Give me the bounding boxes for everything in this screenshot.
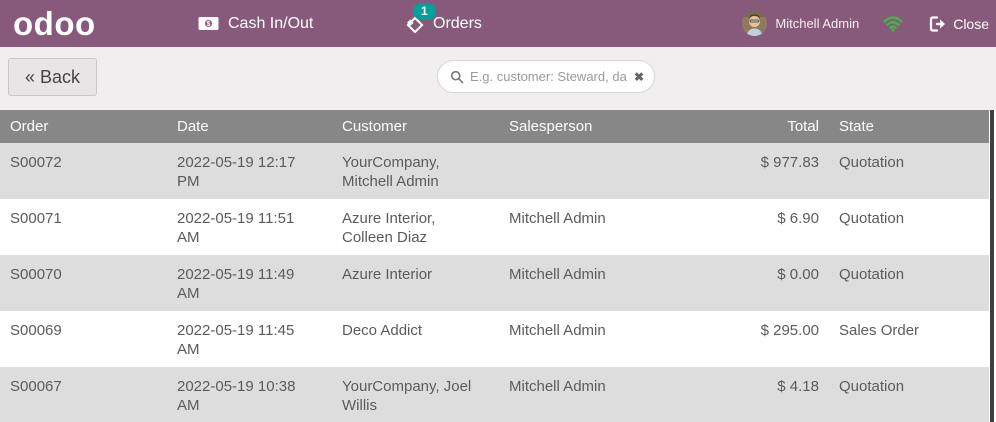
cash-in-out-button[interactable]: $ Cash In/Out: [198, 0, 313, 47]
order-customer: Azure Interior: [342, 266, 433, 283]
order-row[interactable]: S00069 2022-05-19 11:45 AM Deco Addict M…: [0, 311, 989, 367]
order-id: S00070: [10, 266, 62, 283]
user-menu[interactable]: Mitchell Admin: [742, 11, 859, 36]
orders-table-body: S00072 2022-05-19 12:17 PM YourCompany, …: [0, 143, 989, 422]
order-salesperson: Mitchell Admin: [509, 210, 606, 227]
clear-search-icon[interactable]: ✖: [633, 69, 644, 84]
order-id: S00067: [10, 378, 62, 395]
column-header-order: Order: [10, 118, 49, 135]
toolbar: « Back ✖: [0, 47, 996, 110]
orders-label: Orders: [433, 14, 482, 32]
order-row[interactable]: S00071 2022-05-19 11:51 AM Azure Interio…: [0, 199, 989, 255]
orders-table: Order Date Customer Salesperson Total St…: [0, 110, 989, 422]
order-state: Sales Order: [839, 322, 920, 339]
order-total: $ 6.90: [777, 210, 819, 227]
topbar-right: Mitchell Admin Close: [742, 0, 989, 47]
svg-text:$: $: [207, 21, 211, 28]
topbar: odoo $ Cash In/Out 1: [0, 0, 996, 47]
search-box[interactable]: ✖: [437, 60, 655, 93]
back-button[interactable]: « Back: [8, 58, 98, 96]
order-total: $ 0.00: [777, 266, 819, 283]
sign-out-icon: [929, 15, 946, 32]
order-customer: Azure Interior, Colleen Diaz: [342, 210, 436, 246]
column-header-total: Total: [787, 118, 819, 135]
money-icon: $: [198, 16, 219, 31]
column-header-date: Date: [177, 118, 209, 135]
odoo-logo: odoo: [13, 4, 96, 42]
column-header-state: State: [839, 118, 875, 135]
order-date: 2022-05-19 11:45 AM: [177, 322, 295, 358]
order-salesperson: Mitchell Admin: [509, 378, 606, 395]
order-row[interactable]: S00070 2022-05-19 11:49 AM Azure Interio…: [0, 255, 989, 311]
order-row[interactable]: S00072 2022-05-19 12:17 PM YourCompany, …: [0, 143, 989, 199]
order-date: 2022-05-19 11:49 AM: [177, 266, 295, 302]
order-salesperson: Mitchell Admin: [509, 266, 606, 283]
tag-icon: [405, 14, 424, 33]
order-id: S00069: [10, 322, 62, 339]
order-id: S00072: [10, 154, 62, 171]
order-salesperson: [509, 154, 650, 193]
order-row[interactable]: S00067 2022-05-19 10:38 AM YourCompany, …: [0, 367, 989, 422]
avatar: [742, 11, 768, 36]
order-salesperson: Mitchell Admin: [509, 322, 606, 339]
order-id: S00071: [10, 210, 62, 227]
order-customer: Deco Addict: [342, 322, 423, 339]
column-header-salesperson: Salesperson: [509, 118, 593, 135]
search-input[interactable]: [470, 69, 628, 84]
order-date: 2022-05-19 12:17 PM: [177, 154, 296, 190]
order-date: 2022-05-19 10:38 AM: [177, 378, 296, 414]
user-name: Mitchell Admin: [775, 16, 860, 31]
cash-in-out-label: Cash In/Out: [228, 14, 314, 32]
order-date: 2022-05-19 11:51 AM: [177, 210, 295, 246]
table-header-row: Order Date Customer Salesperson Total St…: [0, 110, 989, 143]
close-button[interactable]: Close: [929, 16, 989, 32]
order-state: Quotation: [839, 266, 905, 283]
search-icon: [450, 70, 464, 84]
order-state: Quotation: [839, 378, 905, 395]
order-total: $ 295.00: [760, 322, 819, 339]
orders-button[interactable]: 1 Orders: [405, 0, 482, 47]
order-state: Quotation: [839, 210, 905, 227]
orders-count-badge: 1: [413, 3, 436, 20]
column-header-customer: Customer: [342, 118, 408, 135]
order-customer: YourCompany, Joel Willis: [342, 378, 472, 414]
order-state: Quotation: [839, 154, 905, 171]
wifi-icon[interactable]: [883, 15, 903, 32]
close-label: Close: [953, 15, 989, 32]
order-total: $ 977.83: [760, 154, 819, 171]
order-total: $ 4.18: [777, 378, 819, 395]
table-scrollbar[interactable]: [990, 110, 994, 422]
order-customer: YourCompany, Mitchell Admin: [342, 154, 440, 190]
